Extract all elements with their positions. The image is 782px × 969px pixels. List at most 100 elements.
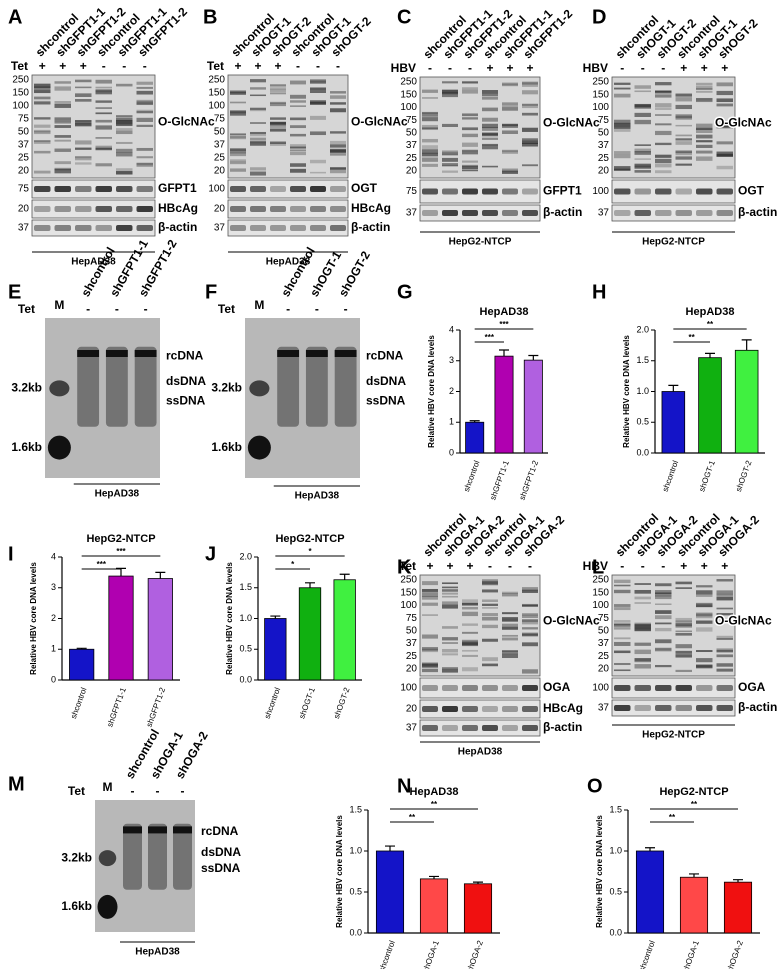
band	[614, 166, 631, 171]
band	[422, 668, 438, 673]
error-bar	[385, 845, 395, 851]
band	[310, 91, 326, 93]
condition-label: HBV	[391, 61, 416, 75]
marker-label: 50	[406, 625, 418, 636]
marker-label: 25	[18, 153, 30, 164]
panel-letter: A	[8, 6, 22, 28]
band	[522, 706, 538, 712]
band	[482, 132, 498, 135]
band	[230, 225, 246, 231]
band	[696, 156, 713, 161]
band	[462, 188, 478, 195]
band	[614, 93, 631, 98]
band	[634, 705, 651, 711]
band	[522, 127, 538, 132]
dna-form-label: dsDNA	[166, 374, 206, 388]
band	[34, 86, 51, 91]
band	[462, 133, 478, 138]
panel-letter: J	[205, 543, 216, 565]
marker-label: 150	[400, 89, 417, 100]
band	[442, 668, 458, 673]
band	[442, 210, 458, 216]
band-label: O-GlcNAc	[351, 114, 408, 128]
band	[330, 140, 346, 145]
significance-label: *	[308, 547, 312, 556]
marker-label: 250	[12, 75, 29, 86]
band	[250, 171, 266, 176]
band	[54, 117, 71, 121]
band-label: β-actin	[543, 720, 582, 734]
marker-label: 100	[208, 184, 225, 195]
band	[310, 87, 326, 91]
band	[522, 81, 538, 85]
band	[116, 225, 133, 231]
band	[330, 91, 346, 94]
band	[462, 603, 478, 606]
blot-strip	[611, 179, 736, 204]
sign: -	[336, 59, 340, 73]
band	[655, 649, 672, 652]
band	[442, 123, 458, 128]
marker-label: 75	[598, 115, 610, 126]
band	[502, 616, 518, 619]
band	[502, 650, 518, 653]
band	[134, 350, 157, 357]
band	[250, 131, 266, 135]
dna-form-label: dsDNA	[366, 374, 406, 388]
blot-strip	[419, 719, 541, 737]
band	[136, 102, 153, 106]
band	[105, 350, 128, 357]
band	[136, 117, 153, 122]
marker-label: 75	[18, 114, 30, 125]
significance-label: ***	[485, 333, 495, 342]
band	[442, 170, 458, 173]
band	[250, 107, 266, 110]
chart-title: HepG2-NTCP	[86, 533, 155, 545]
cell-line-label: HepAD38	[266, 257, 311, 268]
band	[634, 104, 651, 109]
band	[290, 186, 306, 192]
bar	[264, 618, 287, 681]
band	[655, 170, 672, 174]
band	[716, 597, 733, 601]
marker-label: 50	[18, 127, 30, 138]
y-axis-label: Relative HBV core DNA levels	[427, 335, 436, 448]
band	[330, 131, 346, 134]
blot-strip	[227, 179, 349, 199]
band	[655, 615, 672, 620]
sign: +	[80, 59, 87, 73]
band	[696, 658, 713, 663]
band	[95, 79, 112, 84]
band	[230, 92, 246, 95]
band	[442, 706, 458, 712]
marker-label: 20	[214, 204, 226, 215]
blot-strip	[31, 179, 156, 199]
band	[675, 188, 692, 195]
sign: -	[641, 61, 645, 75]
band	[422, 157, 438, 162]
band	[54, 101, 71, 105]
band	[462, 667, 478, 672]
band	[270, 102, 286, 107]
band	[634, 170, 651, 173]
blot-strip	[227, 74, 349, 179]
band-label: β-actin	[351, 220, 390, 234]
band	[270, 125, 286, 128]
x-tick-label: shGFPT1-1	[488, 459, 511, 501]
band	[482, 107, 498, 112]
significance-label: **	[689, 333, 696, 342]
band	[482, 663, 498, 667]
band	[696, 87, 713, 90]
marker-label: 37	[18, 223, 30, 234]
marker-label: 37	[406, 723, 418, 734]
band	[54, 81, 71, 84]
band	[422, 581, 438, 586]
band	[442, 163, 458, 167]
band	[330, 144, 346, 148]
marker-label: 25	[598, 651, 610, 662]
band	[522, 83, 538, 87]
band	[675, 124, 692, 127]
band	[675, 644, 692, 649]
y-tick-label: 1.5	[609, 804, 622, 814]
sign: +	[39, 59, 46, 73]
